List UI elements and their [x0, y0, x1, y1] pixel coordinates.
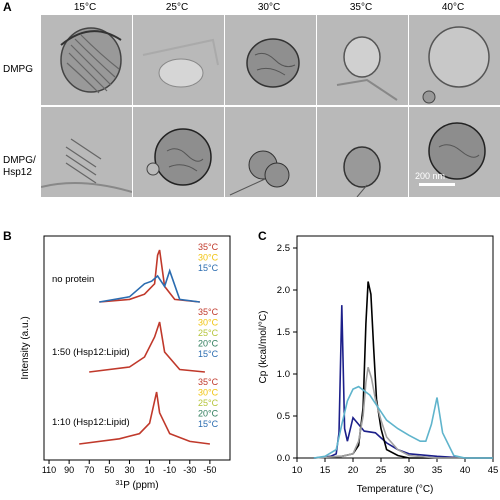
nmr-xticks: 110 90 70 50 30 10 -10 -30 -50 [42, 460, 216, 475]
row-label-dmpg-text: DMPG [3, 64, 33, 75]
micrograph-dmpg-15 [40, 14, 133, 106]
nmr-legend-entry: 30°C [198, 318, 219, 328]
micrograph-dmpg-25 [132, 14, 225, 106]
nmr-legend-entry: 20°C [198, 339, 219, 349]
scale-bar-label: 200 nm [415, 171, 446, 181]
nmr-trace [79, 391, 211, 445]
group-label-no-protein: no protein [52, 274, 94, 285]
dsc-chart: Cp (kcal/mol/°C) Temperature (°C) 0.0 0.5… [258, 235, 499, 495]
temp-label-25: 25°C [165, 2, 189, 13]
dsc-lines [313, 281, 493, 459]
dsc-series-line [313, 281, 493, 459]
nmr-xtick-label: 90 [64, 465, 74, 475]
nmr-xtick-label: 70 [84, 465, 94, 475]
nmr-traces [79, 249, 211, 445]
nmr-trace [99, 268, 200, 303]
dsc-ytick-label: 0.5 [277, 411, 290, 422]
dsc-xtick-label: 30 [404, 465, 415, 476]
nmr-xlabel-super: 31 [115, 480, 123, 487]
dsc-ytick-label: 2.0 [277, 285, 290, 296]
row-label-dmpg-hsp12: DMPG/ Hsp12 [3, 155, 36, 179]
micrograph-hsp12-15 [40, 106, 133, 198]
nmr-xlabel: 31P (ppm) [115, 480, 158, 491]
nmr-xtick-label: 50 [104, 465, 114, 475]
dsc-xtick-label: 10 [292, 465, 303, 476]
nmr-legend-entry: 30°C [198, 253, 219, 263]
dsc-xtick-label: 20 [348, 465, 359, 476]
micrograph-hsp12-25 [132, 106, 225, 198]
dsc-xtick-label: 25 [376, 465, 387, 476]
nmr-xtick-label: -50 [203, 465, 216, 475]
panel-b-label: B [3, 229, 12, 243]
temp-label-40: 40°C [441, 2, 465, 13]
nmr-legend-entry: 15°C [198, 419, 219, 429]
group-label-1-10: 1:10 (Hsp12:Lipid) [52, 417, 130, 428]
dsc-xtick-label: 45 [488, 465, 499, 476]
nmr-trace [89, 321, 205, 373]
nmr-legend-entry: 15°C [198, 349, 219, 359]
nmr-legend-entry: 35°C [198, 377, 219, 387]
panel-c-label: C [258, 229, 267, 243]
nmr-legend-entry: 20°C [198, 409, 219, 419]
dsc-series-line [313, 305, 493, 459]
temp-label-15: 15°C [73, 2, 97, 13]
row-label-line-1: DMPG/ [3, 155, 36, 166]
dsc-ytick-label: 0.0 [277, 453, 290, 464]
dsc-xtick-label: 15 [320, 465, 331, 476]
dsc-plot-frame [296, 235, 494, 459]
micrograph-hsp12-40: 200 nm [408, 106, 500, 198]
nmr-temperature-legend: 35°C30°C15°C35°C30°C25°C20°C15°C35°C30°C… [198, 242, 219, 429]
nmr-plot-frame [43, 235, 231, 461]
nmr-xtick-label: 10 [145, 465, 155, 475]
temp-label-30: 30°C [257, 2, 281, 13]
nmr-xlabel-rest: P (ppm) [123, 480, 158, 491]
nmr-legend-entry: 25°C [198, 328, 219, 338]
nmr-spectra-chart: Intensity (a.u.) 110 90 70 50 30 10 -10 -30 -50 … [20, 235, 231, 491]
nmr-legend-entry: 30°C [198, 388, 219, 398]
nmr-legend-entry: 25°C [198, 398, 219, 408]
dsc-ylabel: Cp (kcal/mol/°C) [258, 311, 269, 384]
dsc-xtick-label: 35 [432, 465, 443, 476]
nmr-xtick-label: -10 [163, 465, 176, 475]
micrograph-dmpg-35 [316, 14, 409, 106]
group-label-1-50: 1:50 (Hsp12:Lipid) [52, 347, 130, 358]
nmr-ylabel: Intensity (a.u.) [20, 316, 31, 379]
nmr-trace [99, 249, 200, 303]
nmr-xtick-label: -30 [183, 465, 196, 475]
dsc-xticks: 10 15 20 25 30 35 40 45 [292, 458, 499, 476]
nmr-xtick-label: 110 [42, 465, 56, 475]
panel-a-label: A [3, 0, 12, 14]
micrograph-dmpg-40 [408, 14, 500, 106]
nmr-legend-entry: 35°C [198, 242, 219, 252]
dsc-xtick-label: 40 [460, 465, 471, 476]
dsc-ytick-label: 2.5 [277, 243, 290, 254]
dsc-series-line [313, 367, 493, 459]
micrograph-dmpg-30 [224, 14, 317, 106]
micrograph-hsp12-30 [224, 106, 317, 198]
temp-label-35: 35°C [349, 2, 373, 13]
nmr-xtick-label: 30 [124, 465, 134, 475]
nmr-legend-entry: 35°C [198, 307, 219, 317]
row-label-dmpg: DMPG [3, 64, 33, 76]
dsc-yticks: 0.0 0.5 1.0 1.5 2.0 2.5 [277, 243, 297, 464]
micrograph-hsp12-35 [316, 106, 409, 198]
dsc-ytick-label: 1.0 [277, 369, 290, 380]
nmr-legend-entry: 15°C [198, 263, 219, 273]
dsc-series-line [313, 385, 493, 459]
dsc-ytick-label: 1.5 [277, 327, 290, 338]
dsc-xlabel: Temperature (°C) [357, 484, 434, 495]
row-label-line-2: Hsp12 [3, 167, 32, 178]
